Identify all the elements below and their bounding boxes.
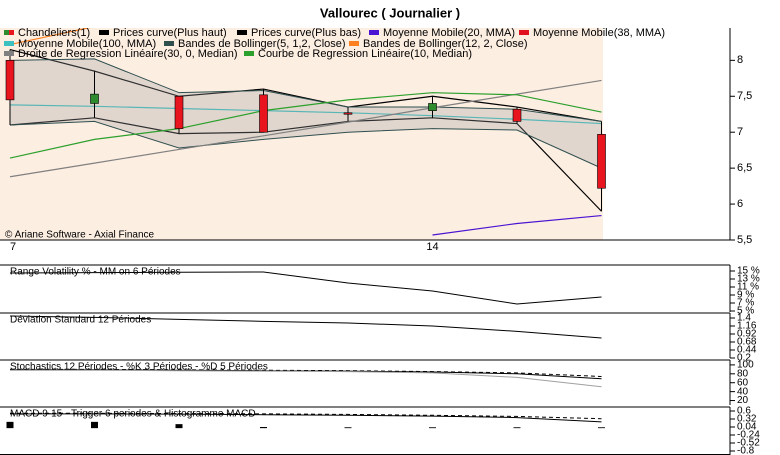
x-tick-label: 14 [426, 241, 438, 253]
series-line [432, 214, 602, 236]
legend-label: Moyenne Mobile(100, MMA) [18, 38, 156, 50]
legend-swatch [519, 30, 529, 35]
candle-body [90, 93, 99, 104]
histogram-bar [6, 421, 14, 429]
histogram-bar [91, 421, 98, 429]
candle-body [597, 134, 606, 189]
y-tick-label: 5,5 [737, 234, 752, 246]
y-tick-label: 1.4 [737, 313, 751, 324]
legend-swatch [369, 30, 379, 35]
histogram-bar [513, 427, 521, 429]
y-tick-label: 13 % [737, 274, 760, 285]
panel-title: Déviation Standard 12 Périodes [10, 315, 151, 326]
y-tick-label: -0.52 [737, 438, 760, 449]
legend-swatch [9, 30, 14, 35]
band-fill [10, 58, 602, 169]
y-tick-label: 0.6 [737, 406, 751, 417]
series-line [9, 117, 602, 212]
series-line [9, 315, 602, 339]
y-tick-label: 0.2 [737, 353, 751, 364]
y-tick-label: 0.92 [737, 329, 757, 340]
y-tick-label: 0.68 [737, 337, 757, 348]
legend-swatch [244, 51, 254, 56]
y-tick-label: 0.44 [737, 345, 757, 356]
chart-title: Vallourec ( Journalier ) [320, 5, 460, 20]
legend-swatch [99, 30, 109, 35]
candle-body [174, 95, 184, 129]
histogram-bar [175, 424, 183, 429]
candle-body [343, 112, 353, 115]
legend-label: Prices curve(Plus bas) [251, 27, 361, 39]
series-line [10, 413, 602, 423]
plot-fill [0, 28, 603, 240]
candle-body [428, 103, 437, 111]
series-line [9, 104, 602, 125]
copyright: © Ariane Software - Axial Finance [5, 230, 155, 241]
series-line [10, 369, 602, 388]
panel-title: Stochastics 12 Périodes - %K 3 Périodes … [10, 362, 268, 373]
legend-swatch [4, 30, 9, 35]
y-tick-label: 0.32 [737, 414, 757, 425]
y-tick-label: 7 % [737, 298, 754, 309]
legend-label: Moyenne Mobile(20, MMA) [383, 27, 515, 39]
series-line [9, 271, 602, 305]
legend-swatch [164, 41, 174, 46]
legend-swatch [349, 41, 359, 46]
y-tick-label: 11 % [737, 282, 759, 293]
y-tick-label: 20 [737, 395, 749, 406]
y-tick-label: 60 [737, 377, 749, 388]
histogram-bar [260, 427, 267, 429]
candle-body [259, 94, 268, 133]
y-tick-label: 80 [737, 368, 749, 379]
legend-label: Bandes de Bollinger(5, 1,2, Close) [178, 38, 346, 50]
y-tick-label: 40 [737, 386, 749, 397]
candle-body [512, 108, 522, 122]
legend-swatch [4, 51, 14, 56]
series-line [10, 412, 602, 420]
legend-label: Moyenne Mobile(38, MMA) [533, 27, 665, 39]
y-tick-label: 15 % [737, 266, 760, 277]
series-line [9, 58, 602, 122]
legend-label: Prices curve(Plus haut) [113, 27, 227, 39]
y-tick-label: 5 % [737, 306, 754, 317]
y-tick-label: 100 [737, 360, 754, 371]
y-tick-label: 9 % [737, 290, 754, 301]
candle-body [5, 60, 15, 101]
series-line [9, 92, 602, 159]
histogram-bar [598, 427, 605, 429]
x-tick-label: 7 [10, 241, 16, 253]
series-line [9, 48, 602, 123]
legend-swatch [4, 41, 14, 46]
y-tick-label: -0.8 [737, 446, 755, 455]
histogram-bar [429, 427, 436, 429]
legend-swatch [237, 30, 247, 35]
y-tick-label: 1.16 [737, 321, 757, 332]
y-tick-label: -0.24 [737, 430, 760, 441]
histogram-bar [344, 427, 352, 429]
y-tick-label: 7 [737, 126, 743, 138]
y-tick-label: 8 [737, 54, 743, 66]
series-line [9, 120, 602, 169]
y-tick-label: 6,5 [737, 162, 752, 174]
series-line [9, 28, 91, 46]
y-tick-label: 7,5 [737, 90, 752, 102]
y-tick-label: 6 [737, 198, 743, 210]
main-plot [5, 28, 606, 236]
legend-label: Bandes de Bollinger(12, 2, Close) [363, 38, 527, 50]
series-line [9, 79, 602, 178]
series-line [10, 368, 602, 377]
y-tick-label: 0.04 [737, 422, 757, 433]
legend-label: Droite de Regression Linéaire(30, 0, Med… [18, 48, 238, 60]
legend-label: Courbe de Regression Linéaire(10, Median… [258, 48, 472, 60]
legend-label: Chandeliers(1) [18, 27, 90, 39]
